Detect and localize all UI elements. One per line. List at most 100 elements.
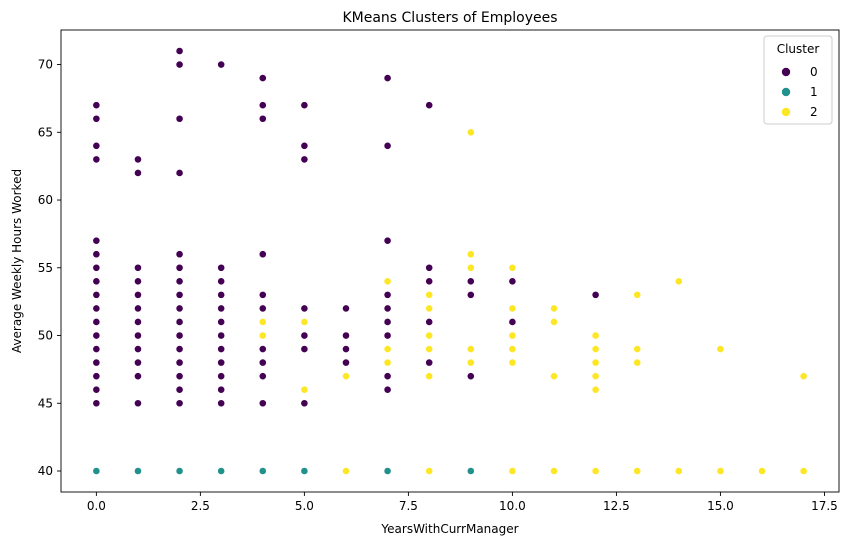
scatter-point-cluster-2 (425, 331, 434, 340)
scatter-point-cluster-2 (716, 345, 725, 353)
scatter-point-cluster-0 (217, 263, 226, 272)
scatter-point-cluster-0 (508, 318, 517, 326)
legend-entries: 0 1 2 (781, 65, 818, 119)
scatter-point-cluster-0 (92, 304, 101, 313)
y-tick-label: 45 (38, 396, 53, 410)
scatter-point-cluster-0 (383, 372, 392, 381)
y-axis-ticks: 40 45 50 55 60 65 70 (38, 58, 61, 478)
scatter-point-cluster-0 (217, 277, 226, 286)
scatter-point-cluster-2 (508, 467, 517, 475)
scatter-point-cluster-0 (175, 47, 184, 55)
scatter-point-cluster-2 (591, 345, 600, 353)
scatter-point-cluster-0 (383, 290, 392, 299)
x-tick-label: 10.0 (499, 499, 526, 513)
scatter-point-cluster-0 (258, 290, 267, 299)
scatter-point-cluster-2 (300, 385, 309, 394)
scatter-point-cluster-0 (383, 74, 392, 82)
scatter-point-cluster-0 (300, 399, 309, 408)
scatter-point-cluster-1 (217, 467, 226, 475)
scatter-point-cluster-0 (92, 358, 101, 367)
scatter-point-cluster-0 (92, 141, 101, 150)
scatter-point-cluster-0 (425, 277, 434, 286)
x-tick-label: 7.5 (399, 499, 418, 513)
x-tick-label: 0.0 (87, 499, 106, 513)
scatter-point-cluster-2 (466, 358, 475, 367)
scatter-point-cluster-0 (175, 318, 184, 326)
scatter-point-cluster-1 (134, 467, 142, 475)
x-tick-label: 2.5 (191, 499, 210, 513)
scatter-point-cluster-2 (591, 358, 600, 367)
scatter-point-cluster-0 (300, 304, 309, 313)
scatter-point-cluster-2 (425, 467, 434, 475)
scatter-point-cluster-0 (134, 372, 142, 381)
scatter-point-cluster-0 (466, 372, 475, 381)
scatter-point-cluster-0 (175, 345, 184, 353)
scatter-point-cluster-1 (258, 467, 267, 475)
scatter-point-cluster-2 (591, 372, 600, 381)
scatter-point-cluster-2 (591, 467, 600, 475)
scatter-point-cluster-0 (92, 236, 101, 245)
scatter-point-cluster-0 (175, 250, 184, 259)
scatter-point-cluster-0 (342, 358, 350, 367)
plot-area-frame (60, 29, 840, 493)
scatter-point-cluster-0 (425, 318, 434, 326)
scatter-point-cluster-2 (674, 277, 683, 286)
scatter-point-cluster-0 (92, 263, 101, 272)
scatter-point-cluster-2 (633, 467, 642, 475)
x-tick-label: 15.0 (707, 499, 734, 513)
scatter-point-cluster-0 (217, 399, 226, 408)
scatter-point-cluster-0 (383, 331, 392, 340)
scatter-point-cluster-0 (175, 169, 184, 177)
scatter-point-cluster-0 (92, 385, 101, 394)
scatter-point-cluster-2 (550, 467, 558, 475)
scatter-point-cluster-0 (92, 101, 101, 110)
scatter-point-cluster-2 (425, 290, 434, 299)
scatter-point-cluster-0 (383, 304, 392, 313)
scatter-point-cluster-2 (342, 372, 350, 381)
scatter-point-cluster-2 (633, 290, 642, 299)
scatter-point-cluster-0 (175, 372, 184, 381)
y-axis-label: Average Weekly Hours Worked (10, 169, 24, 353)
scatter-point-cluster-0 (383, 236, 392, 245)
scatter-point-cluster-0 (92, 318, 101, 326)
scatter-point-cluster-0 (466, 290, 475, 299)
scatter-point-cluster-0 (134, 263, 142, 272)
x-tick-label: 5.0 (295, 499, 314, 513)
scatter-point-cluster-0 (300, 345, 309, 353)
scatter-point-cluster-0 (134, 331, 142, 340)
scatter-point-cluster-0 (134, 290, 142, 299)
scatter-point-cluster-0 (342, 331, 350, 340)
scatter-point-cluster-0 (217, 358, 226, 367)
scatter-point-cluster-0 (175, 304, 184, 313)
scatter-point-cluster-2 (258, 331, 267, 340)
scatter-point-cluster-0 (258, 304, 267, 313)
scatter-point-cluster-1 (175, 467, 184, 475)
scatter-point-cluster-2 (508, 345, 517, 353)
scatter-point-cluster-0 (217, 331, 226, 340)
legend-title: Cluster (777, 42, 820, 56)
scatter-point-cluster-0 (92, 372, 101, 381)
scatter-point-cluster-1 (466, 467, 475, 475)
scatter-point-cluster-0 (175, 358, 184, 367)
scatter-point-cluster-0 (300, 331, 309, 340)
x-axis-label: YearsWithCurrManager (380, 522, 518, 536)
scatter-point-cluster-2 (466, 345, 475, 353)
y-tick-label: 50 (38, 329, 53, 343)
scatter-point-cluster-0 (258, 250, 267, 259)
scatter-point-cluster-0 (217, 345, 226, 353)
scatter-point-cluster-0 (258, 101, 267, 110)
scatter-point-cluster-2 (425, 345, 434, 353)
scatter-point-cluster-0 (175, 385, 184, 394)
scatter-point-cluster-2 (383, 277, 392, 286)
scatter-point-cluster-0 (92, 155, 101, 164)
scatter-point-cluster-0 (300, 101, 309, 110)
scatter-point-cluster-0 (175, 331, 184, 340)
scatter-point-cluster-2 (508, 331, 517, 340)
scatter-point-cluster-0 (258, 372, 267, 381)
scatter-point-cluster-2 (342, 467, 350, 475)
scatter-point-cluster-2 (550, 372, 558, 381)
scatter-point-cluster-0 (134, 318, 142, 326)
scatter-point-cluster-0 (217, 318, 226, 326)
scatter-point-cluster-0 (134, 345, 142, 353)
